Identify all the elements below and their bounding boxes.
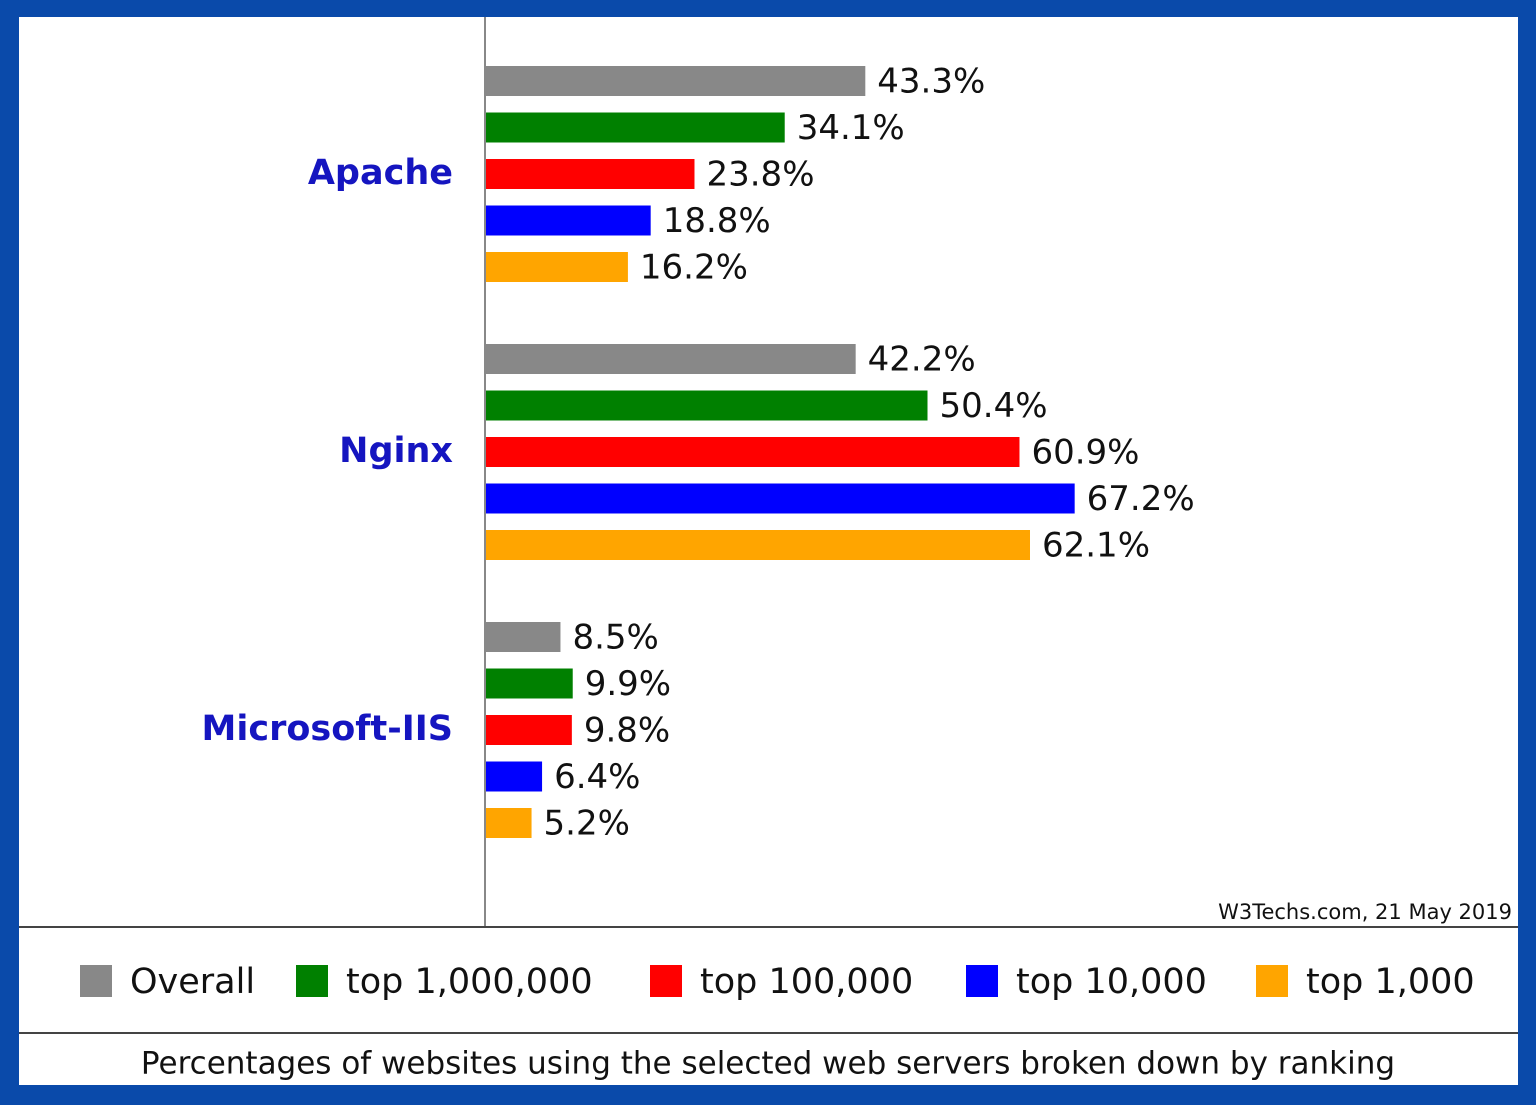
legend-label: top 10,000 bbox=[1016, 962, 1207, 1002]
value-label: 62.1% bbox=[1042, 526, 1150, 566]
bar bbox=[486, 622, 561, 652]
value-label: 34.1% bbox=[797, 108, 905, 148]
bar bbox=[486, 808, 532, 838]
category-label: Apache bbox=[308, 153, 453, 193]
bar bbox=[486, 205, 651, 236]
source: W3Techs.com, 21 May 2019 bbox=[1218, 900, 1512, 924]
legend-swatch bbox=[966, 965, 998, 997]
bar bbox=[486, 159, 695, 189]
bar bbox=[486, 437, 1020, 467]
legend-label: top 1,000,000 bbox=[346, 962, 593, 1002]
value-label: 50.4% bbox=[940, 386, 1048, 426]
category-label: Nginx bbox=[339, 431, 453, 471]
value-label: 16.2% bbox=[640, 248, 748, 288]
legend-swatch bbox=[80, 965, 112, 997]
legend-label: top 100,000 bbox=[700, 962, 913, 1002]
category-label: Microsoft-IIS bbox=[202, 709, 454, 749]
legend-swatch bbox=[296, 965, 328, 997]
bar bbox=[486, 66, 866, 96]
caption: Percentages of websites using the select… bbox=[141, 1046, 1395, 1082]
bar bbox=[486, 112, 785, 143]
value-label: 43.3% bbox=[877, 62, 985, 102]
legend-swatch bbox=[650, 965, 682, 997]
bar bbox=[486, 668, 573, 699]
bar bbox=[486, 715, 572, 745]
bar bbox=[486, 390, 928, 421]
value-label: 23.8% bbox=[706, 155, 814, 195]
bar bbox=[486, 483, 1075, 514]
value-label: 9.8% bbox=[584, 711, 670, 751]
legend-swatch bbox=[1256, 965, 1288, 997]
value-label: 60.9% bbox=[1031, 433, 1139, 473]
bar bbox=[486, 252, 628, 282]
legend-label: top 1,000 bbox=[1306, 962, 1475, 1002]
value-label: 8.5% bbox=[572, 618, 658, 658]
value-label: 5.2% bbox=[544, 804, 630, 844]
value-label: 42.2% bbox=[868, 340, 976, 380]
bar bbox=[486, 344, 856, 374]
value-label: 6.4% bbox=[554, 757, 640, 797]
value-label: 67.2% bbox=[1087, 479, 1195, 519]
legend-label: Overall bbox=[130, 962, 255, 1002]
value-label: 9.9% bbox=[585, 664, 671, 704]
bar bbox=[486, 761, 543, 792]
value-label: 18.8% bbox=[663, 201, 771, 241]
bar bbox=[486, 530, 1030, 560]
